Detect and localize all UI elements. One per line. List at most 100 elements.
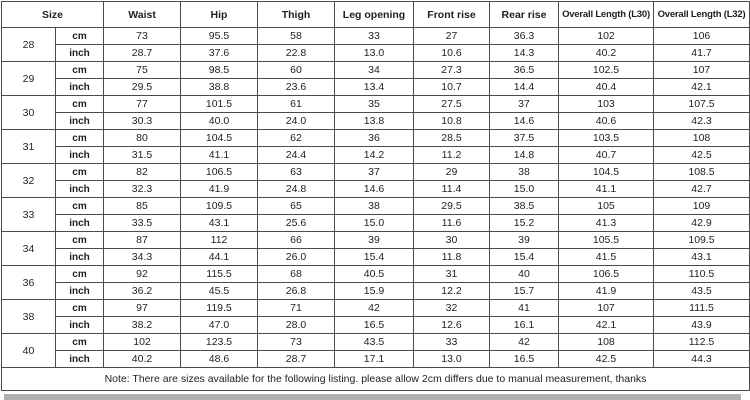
measurement-cell: 107 — [653, 61, 750, 79]
measurement-cell: 14.6 — [489, 112, 560, 130]
measurement-cell: 37 — [334, 163, 415, 181]
measurement-cell: 97 — [103, 299, 182, 317]
size-label: 31 — [1, 129, 56, 164]
measurement-cell: 43.1 — [653, 248, 750, 266]
measurement-cell: 110.5 — [653, 265, 750, 283]
measurement-cell: 75 — [103, 61, 182, 79]
measurement-cell: 107.5 — [653, 95, 750, 113]
measurement-cell: 38.5 — [489, 197, 560, 215]
header-size: Size — [0, 1, 105, 28]
measurement-cell: 111.5 — [653, 299, 750, 317]
measurement-cell: 40.2 — [558, 44, 655, 62]
measurement-cell: 36.5 — [489, 61, 560, 79]
table-row: inch 38.2 47.0 28.0 16.5 12.6 16.1 42.1 43.9 — [2, 316, 750, 334]
unit-label: cm — [54, 197, 105, 215]
size-label: 28 — [1, 27, 56, 62]
unit-label: cm — [54, 231, 105, 249]
measurement-cell: 28.7 — [257, 350, 336, 368]
measurement-cell: 40.0 — [180, 112, 259, 130]
measurement-cell: 31.5 — [103, 146, 182, 164]
table-row: 38 cm 97 119.5 71 42 32 41 107 111.5 — [1, 299, 750, 334]
measurement-cell: 40 — [489, 265, 560, 283]
measurement-cell: 71 — [257, 299, 336, 317]
measurement-cell: 30.3 — [103, 112, 182, 130]
measurement-cell: 12.6 — [413, 316, 491, 334]
table-row: 33 cm 85 109.5 65 38 29.5 38.5 105 109 — [1, 197, 750, 232]
measurement-cell: 38 — [489, 163, 560, 181]
measurement-cell: 32 — [413, 299, 491, 317]
unit-label: cm — [54, 163, 105, 181]
measurement-cell: 13.8 — [334, 112, 415, 130]
measurement-cell: 41.1 — [180, 146, 259, 164]
measurement-cell: 62 — [257, 129, 336, 147]
measurement-cell: 73 — [257, 333, 336, 351]
measurement-cell: 108 — [653, 129, 750, 147]
measurement-cell: 40.7 — [558, 146, 655, 164]
size-label: 29 — [1, 61, 56, 96]
table-row: 36 cm 92 115.5 68 40.5 31 40 106.5 110.5 — [1, 265, 750, 300]
header-rear-rise: Rear rise — [489, 1, 560, 28]
unit-label: cm — [54, 299, 105, 317]
measurement-cell: 80 — [103, 129, 182, 147]
unit-label: inch — [54, 146, 105, 164]
size-label: 32 — [1, 163, 56, 198]
measurement-cell: 102 — [103, 333, 182, 351]
measurement-cell: 106 — [653, 27, 750, 45]
measurement-cell: 48.6 — [180, 350, 259, 368]
table-row: 40 cm 102 123.5 73 43.5 33 42 108 112.5 — [1, 333, 750, 368]
measurement-cell: 13.4 — [334, 78, 415, 96]
measurement-cell: 15.4 — [489, 248, 560, 266]
size-label: 36 — [1, 265, 56, 300]
measurement-cell: 123.5 — [180, 333, 259, 351]
measurement-cell: 87 — [103, 231, 182, 249]
measurement-cell: 29.5 — [413, 197, 491, 215]
measurement-cell: 15.2 — [489, 214, 560, 232]
measurement-cell: 15.7 — [489, 282, 560, 300]
table-row: 31 cm 80 104.5 62 36 28.5 37.5 103.5 108 — [1, 129, 750, 164]
measurement-cell: 36 — [334, 129, 415, 147]
header-leg-opening: Leg opening — [334, 1, 415, 28]
table-row: inch 32.3 41.9 24.8 14.6 11.4 15.0 41.1 42.7 — [2, 180, 750, 198]
measurement-cell: 112 — [180, 231, 259, 249]
header-front-rise: Front rise — [413, 1, 491, 28]
measurement-cell: 38.8 — [180, 78, 259, 96]
table-row: 34 cm 87 112 66 39 30 39 105.5 109.5 — [1, 231, 750, 266]
measurement-cell: 13.0 — [334, 44, 415, 62]
measurement-cell: 119.5 — [180, 299, 259, 317]
measurement-cell: 33 — [334, 27, 415, 45]
measurement-cell: 109 — [653, 197, 750, 215]
measurement-cell: 105.5 — [558, 231, 655, 249]
measurement-cell: 29 — [413, 163, 491, 181]
table-row: 29 cm 75 98.5 60 34 27.3 36.5 102.5 107 — [1, 61, 750, 96]
measurement-cell: 37 — [489, 95, 560, 113]
note-text: Note: There are sizes available for the … — [0, 367, 750, 391]
measurement-cell: 73 — [103, 27, 182, 45]
measurement-cell: 17.1 — [334, 350, 415, 368]
measurement-cell: 103.5 — [558, 129, 655, 147]
table-row: 30 cm 77 101.5 61 35 27.5 37 103 107.5 — [1, 95, 750, 130]
measurement-cell: 32.3 — [103, 180, 182, 198]
table-row: inch 31.5 41.1 24.4 14.2 11.2 14.8 40.7 42.5 — [2, 146, 750, 164]
measurement-cell: 12.2 — [413, 282, 491, 300]
measurement-cell: 16.5 — [334, 316, 415, 334]
measurement-cell: 38.2 — [103, 316, 182, 334]
measurement-cell: 41 — [489, 299, 560, 317]
table-row: inch 36.2 45.5 26.8 15.9 12.2 15.7 41.9 43.5 — [2, 282, 750, 300]
header-overall-length-l32: Overall Length (L32) — [653, 1, 750, 28]
unit-label: inch — [54, 180, 105, 198]
measurement-cell: 11.4 — [413, 180, 491, 198]
size-label: 40 — [1, 333, 56, 368]
measurement-cell: 16.5 — [489, 350, 560, 368]
measurement-cell: 43.9 — [653, 316, 750, 334]
header-waist: Waist — [103, 1, 182, 28]
measurement-cell: 102.5 — [558, 61, 655, 79]
measurement-cell: 11.8 — [413, 248, 491, 266]
table-row: inch 28.7 37.6 22.8 13.0 10.6 14.3 40.2 41.7 — [2, 44, 750, 62]
size-chart-table: Size Waist Hip Thigh Leg opening Front r… — [0, 1, 750, 391]
size-label: 34 — [1, 231, 56, 266]
unit-label: inch — [54, 78, 105, 96]
measurement-cell: 42.9 — [653, 214, 750, 232]
measurement-cell: 11.2 — [413, 146, 491, 164]
measurement-cell: 14.8 — [489, 146, 560, 164]
measurement-cell: 41.7 — [653, 44, 750, 62]
